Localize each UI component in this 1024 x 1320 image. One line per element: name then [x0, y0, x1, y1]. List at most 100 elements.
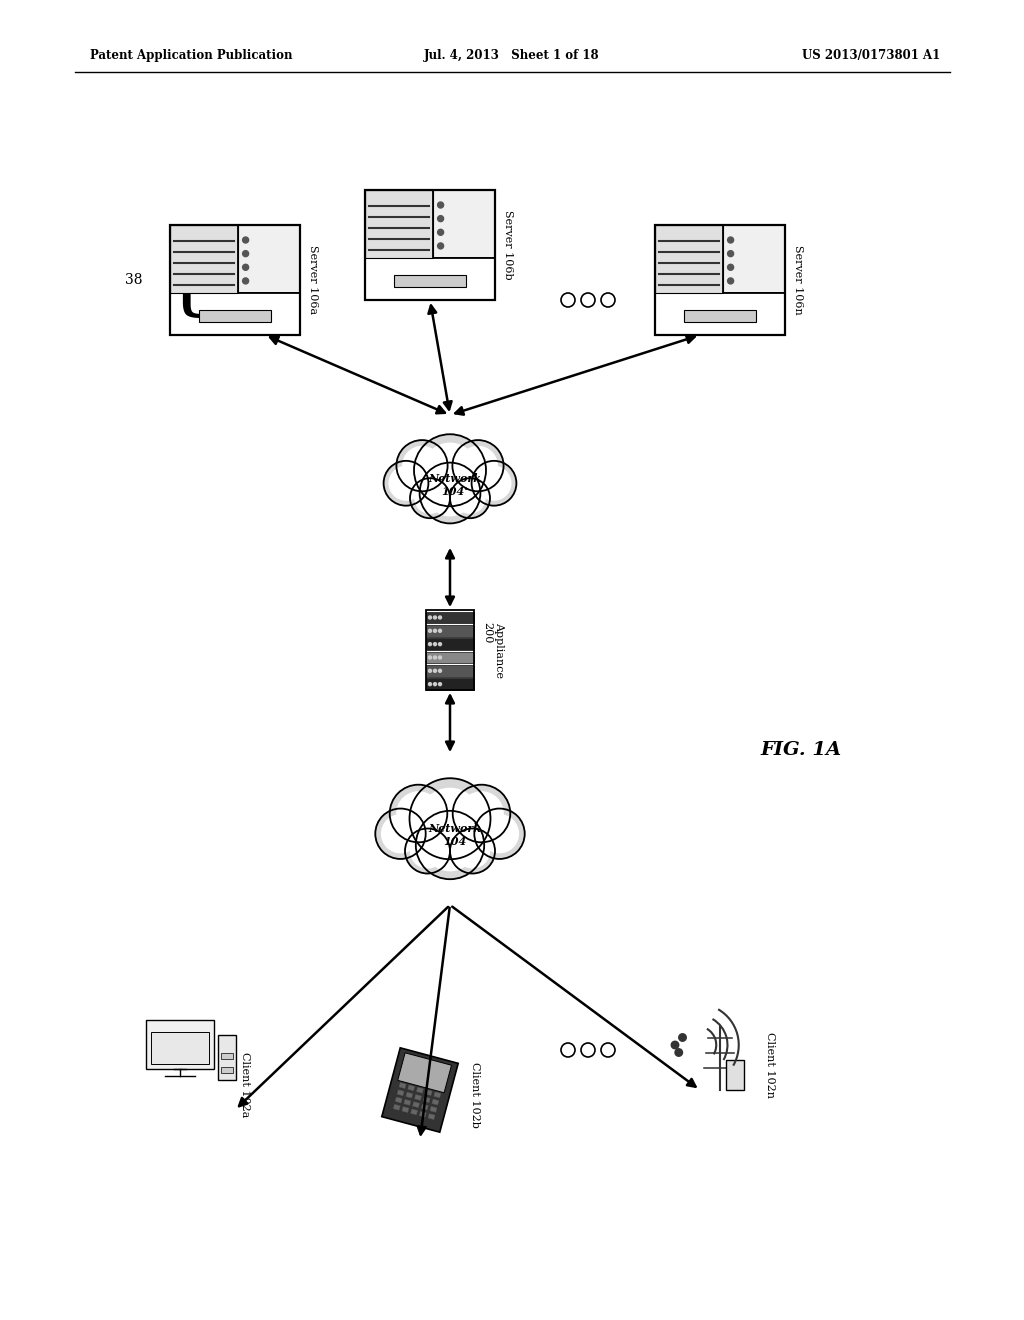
FancyBboxPatch shape — [655, 224, 723, 293]
FancyBboxPatch shape — [426, 611, 474, 623]
Circle shape — [427, 470, 473, 516]
Polygon shape — [406, 1092, 413, 1098]
Circle shape — [438, 643, 441, 645]
Text: {: { — [158, 239, 213, 322]
Circle shape — [437, 215, 443, 222]
Circle shape — [411, 834, 444, 867]
Circle shape — [438, 682, 441, 685]
Polygon shape — [382, 1048, 458, 1133]
FancyBboxPatch shape — [220, 1053, 233, 1059]
Text: Appliance
200: Appliance 200 — [482, 622, 504, 678]
Circle shape — [243, 238, 249, 243]
Circle shape — [433, 682, 436, 685]
FancyBboxPatch shape — [426, 665, 474, 677]
Circle shape — [397, 792, 440, 836]
Circle shape — [459, 446, 498, 484]
FancyBboxPatch shape — [170, 293, 300, 335]
Polygon shape — [399, 1082, 407, 1089]
Circle shape — [438, 656, 441, 659]
FancyBboxPatch shape — [426, 624, 474, 636]
Circle shape — [474, 809, 524, 859]
Circle shape — [433, 630, 436, 632]
Circle shape — [480, 814, 518, 853]
FancyBboxPatch shape — [365, 259, 495, 300]
Polygon shape — [420, 1111, 426, 1117]
Polygon shape — [393, 1105, 400, 1110]
Text: Jul. 4, 2013   Sheet 1 of 18: Jul. 4, 2013 Sheet 1 of 18 — [424, 49, 600, 62]
Circle shape — [406, 829, 450, 874]
Circle shape — [437, 230, 443, 235]
FancyBboxPatch shape — [655, 224, 785, 293]
Polygon shape — [403, 1100, 411, 1105]
Text: FIG. 1A: FIG. 1A — [760, 741, 841, 759]
FancyBboxPatch shape — [217, 1035, 237, 1080]
Text: Server 106a: Server 106a — [308, 246, 318, 314]
Text: Client 102n: Client 102n — [765, 1032, 775, 1098]
FancyBboxPatch shape — [684, 310, 756, 322]
Circle shape — [679, 1034, 686, 1041]
FancyBboxPatch shape — [200, 310, 270, 322]
FancyBboxPatch shape — [365, 190, 432, 259]
Circle shape — [410, 779, 490, 859]
FancyBboxPatch shape — [426, 678, 474, 690]
FancyBboxPatch shape — [426, 652, 474, 664]
Text: US 2013/0173801 A1: US 2013/0173801 A1 — [802, 49, 940, 62]
FancyBboxPatch shape — [146, 1020, 214, 1069]
Circle shape — [243, 279, 249, 284]
Circle shape — [390, 784, 447, 842]
Polygon shape — [397, 1090, 404, 1096]
Polygon shape — [428, 1114, 435, 1119]
FancyBboxPatch shape — [151, 1032, 209, 1064]
Circle shape — [455, 483, 485, 513]
Circle shape — [396, 440, 447, 491]
Circle shape — [453, 784, 510, 842]
Circle shape — [428, 682, 431, 685]
Circle shape — [675, 1049, 683, 1056]
Circle shape — [420, 462, 480, 524]
Polygon shape — [411, 1109, 418, 1115]
Text: Server 106n: Server 106n — [793, 246, 803, 315]
FancyBboxPatch shape — [365, 190, 495, 259]
Polygon shape — [421, 1104, 428, 1110]
Circle shape — [415, 483, 445, 513]
Circle shape — [456, 834, 489, 867]
Circle shape — [672, 1041, 679, 1049]
Text: Network
104': Network 104' — [428, 473, 481, 496]
Circle shape — [243, 251, 249, 256]
Polygon shape — [430, 1106, 437, 1113]
Circle shape — [438, 630, 441, 632]
Circle shape — [428, 669, 431, 672]
Circle shape — [450, 478, 490, 519]
Circle shape — [376, 809, 426, 859]
Polygon shape — [423, 1097, 430, 1102]
Text: Network
104: Network 104 — [428, 824, 481, 847]
Circle shape — [420, 788, 480, 849]
Circle shape — [453, 440, 504, 491]
Text: Patent Application Publication: Patent Application Publication — [90, 49, 293, 62]
FancyBboxPatch shape — [726, 1060, 744, 1090]
Circle shape — [433, 669, 436, 672]
Circle shape — [477, 466, 511, 500]
Circle shape — [472, 461, 516, 506]
Circle shape — [438, 616, 441, 619]
Circle shape — [428, 643, 431, 645]
Circle shape — [438, 669, 441, 672]
Circle shape — [728, 238, 733, 243]
Circle shape — [428, 630, 431, 632]
Circle shape — [433, 643, 436, 645]
Circle shape — [437, 202, 443, 209]
Circle shape — [460, 792, 503, 836]
Text: 38: 38 — [126, 273, 143, 286]
Circle shape — [410, 478, 450, 519]
Circle shape — [389, 466, 423, 500]
Circle shape — [437, 243, 443, 249]
FancyBboxPatch shape — [394, 275, 466, 288]
Polygon shape — [402, 1106, 409, 1113]
Polygon shape — [425, 1089, 432, 1096]
Circle shape — [433, 656, 436, 659]
FancyBboxPatch shape — [655, 293, 785, 335]
Circle shape — [414, 434, 486, 507]
FancyBboxPatch shape — [170, 224, 238, 293]
Polygon shape — [408, 1085, 415, 1090]
Text: Server 106b: Server 106b — [503, 210, 513, 280]
